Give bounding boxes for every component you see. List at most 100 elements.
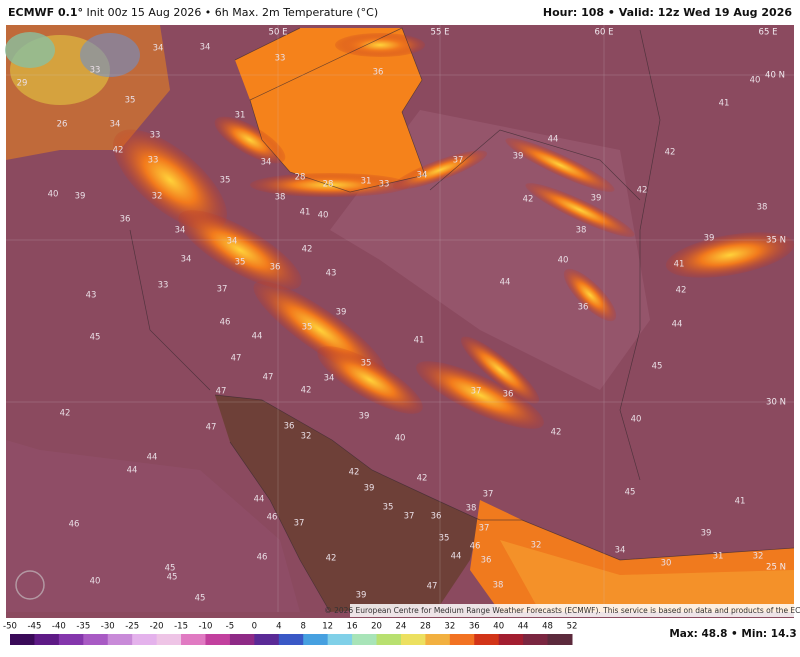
temperature-label: 40 bbox=[395, 434, 406, 444]
colorbar-segment bbox=[449, 634, 475, 645]
coord-label: 60 E bbox=[595, 28, 614, 38]
colorbar-tick: 8 bbox=[301, 622, 306, 632]
temperature-label: 47 bbox=[263, 373, 274, 383]
colorbar-tick: -35 bbox=[76, 622, 90, 632]
temperature-label: 33 bbox=[90, 66, 101, 76]
colorbar-segment bbox=[498, 634, 524, 645]
temperature-label: 39 bbox=[513, 152, 524, 162]
valid-time: Hour: 108 • Valid: 12z Wed 19 Aug 2026 bbox=[542, 6, 792, 19]
temperature-label: 38 bbox=[757, 203, 768, 213]
copyright-bg bbox=[350, 604, 794, 617]
temperature-label: 34 bbox=[153, 44, 164, 54]
temperature-label: 35 bbox=[220, 176, 231, 186]
temperature-label: 34 bbox=[417, 171, 428, 181]
temperature-label: 40 bbox=[90, 577, 101, 587]
temperature-label: 39 bbox=[364, 484, 375, 494]
temperature-label: 47 bbox=[206, 423, 217, 433]
coord-label: 65 E bbox=[759, 28, 778, 38]
temperature-label: 34 bbox=[261, 158, 272, 168]
temperature-label: 36 bbox=[503, 390, 514, 400]
temperature-label: 44 bbox=[147, 453, 158, 463]
colorbar-tick: -15 bbox=[174, 622, 188, 632]
temperature-label: 39 bbox=[359, 412, 370, 422]
temperature-label: 39 bbox=[75, 192, 86, 202]
temperature-label: 35 bbox=[235, 258, 246, 268]
colorbar-segment bbox=[278, 634, 304, 645]
temperature-label: 42 bbox=[417, 474, 428, 484]
colorbar-tick: -50 bbox=[3, 622, 17, 632]
temperature-label: 47 bbox=[231, 354, 242, 364]
temperature-label: 31 bbox=[361, 177, 372, 187]
colorbar-tick: -30 bbox=[101, 622, 115, 632]
temperature-label: 45 bbox=[652, 362, 663, 372]
colorbar-segment bbox=[352, 634, 378, 645]
colorbar-tick: 24 bbox=[396, 622, 407, 632]
temperature-label: 45 bbox=[625, 488, 636, 498]
colorbar-tick: 12 bbox=[322, 622, 333, 632]
temperature-label: 32 bbox=[152, 192, 163, 202]
colorbar-tick: 48 bbox=[542, 622, 553, 632]
temperature-label: 42 bbox=[113, 146, 124, 156]
temperature-label: 34 bbox=[324, 374, 335, 384]
temperature-label: 35 bbox=[125, 96, 136, 106]
colorbar-tick: 20 bbox=[371, 622, 382, 632]
temperature-label: 35 bbox=[439, 534, 450, 544]
temperature-label: 34 bbox=[200, 43, 211, 53]
temperature-label: 36 bbox=[120, 215, 131, 225]
temperature-label: 28 bbox=[323, 180, 334, 190]
temperature-label: 33 bbox=[158, 281, 169, 291]
header-left: ECMWF 0.1° Init 00z 15 Aug 2026 • 6h Max… bbox=[8, 6, 378, 19]
colorbar-segment bbox=[58, 634, 84, 645]
temperature-label: 46 bbox=[69, 520, 80, 530]
colorbar-segment bbox=[254, 634, 280, 645]
temperature-label: 44 bbox=[127, 466, 138, 476]
temperature-label: 42 bbox=[665, 148, 676, 158]
coord-label: 55 E bbox=[431, 28, 450, 38]
temperature-label: 37 bbox=[217, 285, 228, 295]
colorbar-segment bbox=[376, 634, 402, 645]
temperature-label: 47 bbox=[216, 387, 227, 397]
temperature-label: 34 bbox=[175, 226, 186, 236]
run-info: Init 00z 15 Aug 2026 • 6h Max. 2m Temper… bbox=[86, 6, 379, 19]
temperature-label: 40 bbox=[558, 256, 569, 266]
temperature-label: 38 bbox=[275, 193, 286, 203]
temperature-label: 33 bbox=[150, 131, 161, 141]
temperature-label: 34 bbox=[110, 120, 121, 130]
temperature-label: 36 bbox=[270, 263, 281, 273]
temperature-label: 29 bbox=[17, 79, 28, 89]
colorbar-segment bbox=[303, 634, 329, 645]
colorbar-tick: 4 bbox=[276, 622, 281, 632]
temperature-label: 32 bbox=[531, 541, 542, 551]
temperature-label: 37 bbox=[483, 490, 494, 500]
temperature-label: 42 bbox=[302, 245, 313, 255]
colorbar-segment bbox=[327, 634, 353, 645]
colorbar-tick: -45 bbox=[27, 622, 41, 632]
temperature-label: 42 bbox=[523, 195, 534, 205]
colorbar-segment bbox=[229, 634, 255, 645]
terrain bbox=[5, 25, 795, 618]
temperature-label: 44 bbox=[548, 135, 559, 145]
colorbar-segment bbox=[107, 634, 133, 645]
temperature-label: 38 bbox=[576, 226, 587, 236]
temperature-label: 37 bbox=[294, 519, 305, 529]
temperature-label: 32 bbox=[301, 432, 312, 442]
temperature-label: 44 bbox=[254, 495, 265, 505]
colorbar-tick: -10 bbox=[199, 622, 213, 632]
temperature-label: 36 bbox=[481, 556, 492, 566]
temperature-label: 38 bbox=[493, 581, 504, 591]
temperature-label: 28 bbox=[295, 173, 306, 183]
temperature-label: 42 bbox=[551, 428, 562, 438]
temperature-label: 40 bbox=[631, 415, 642, 425]
model: ECMWF 0.1° bbox=[8, 6, 83, 19]
colorbar-tick: 44 bbox=[518, 622, 529, 632]
temperature-label: 35 bbox=[361, 359, 372, 369]
temperature-label: 30 bbox=[661, 559, 672, 569]
temperature-label: 43 bbox=[86, 291, 97, 301]
colorbar-tick: -25 bbox=[125, 622, 139, 632]
temperature-label: 37 bbox=[453, 156, 464, 166]
temperature-label: 40 bbox=[750, 76, 761, 86]
colorbar-segment bbox=[205, 634, 231, 645]
temperature-label: 37 bbox=[404, 512, 415, 522]
